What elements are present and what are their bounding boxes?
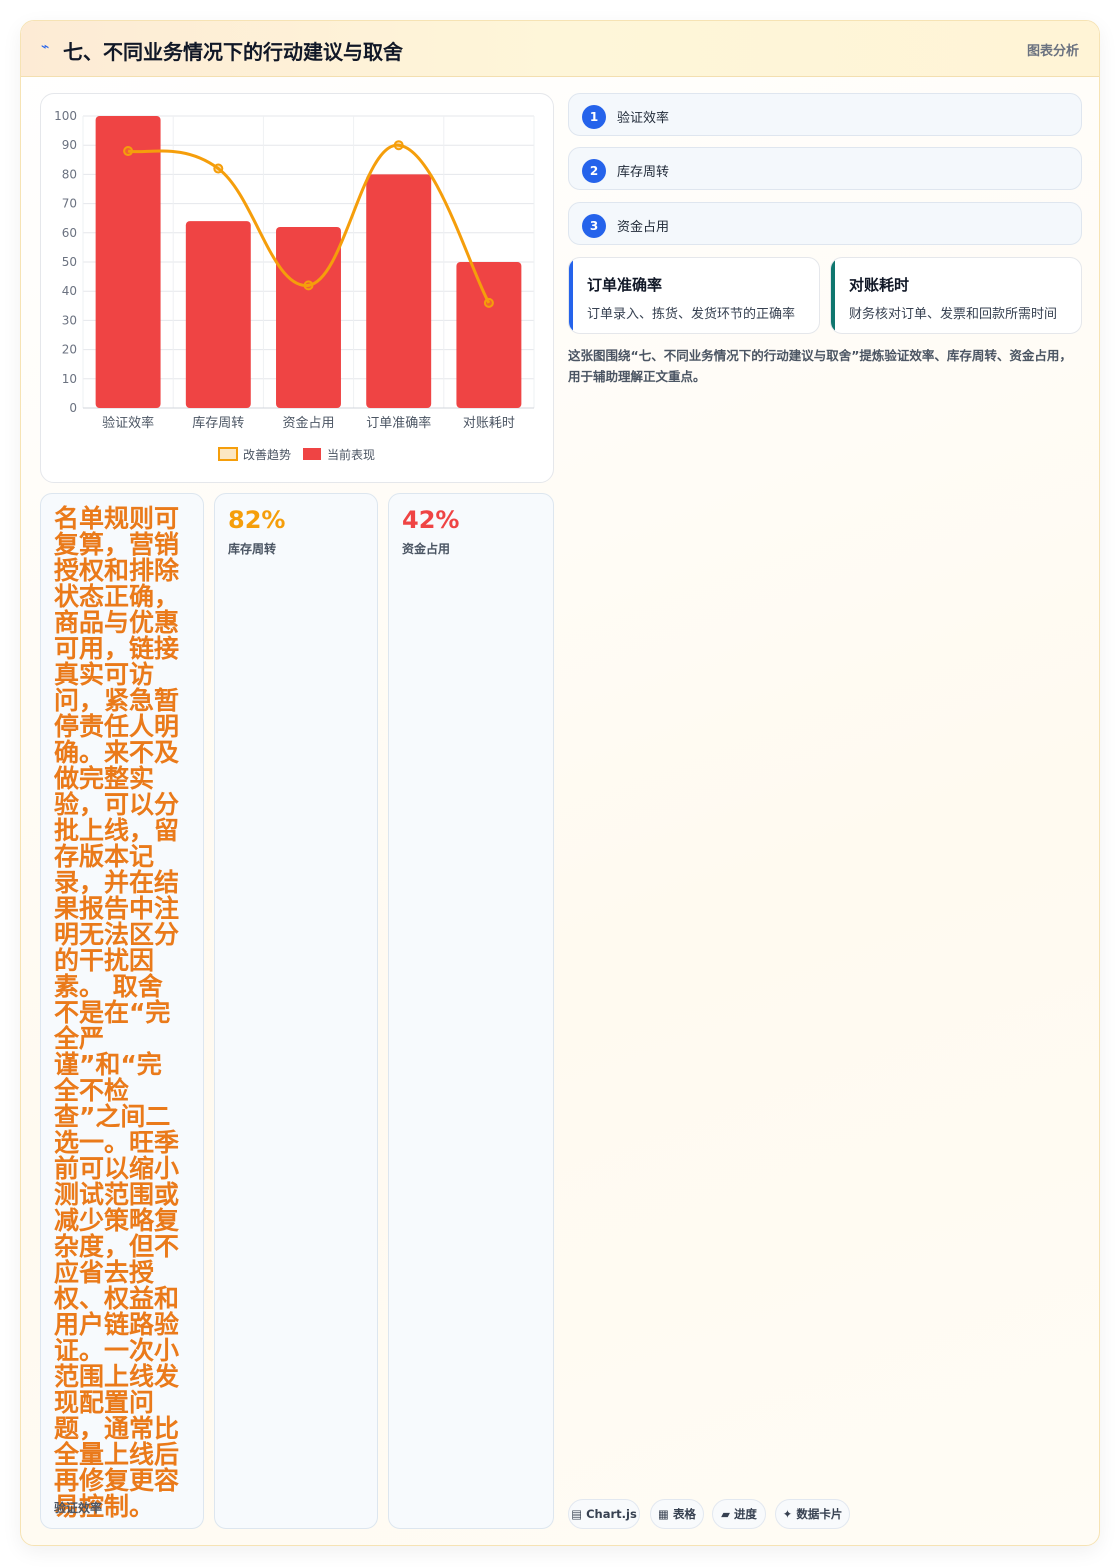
y-tick-label: 10: [62, 372, 77, 386]
legend-label: 改善趋势: [243, 447, 291, 462]
y-tick-label: 30: [62, 313, 77, 327]
chip-table[interactable]: ▦ 表格: [650, 1499, 704, 1529]
legend-swatch-line: [218, 447, 238, 461]
table-icon: ▦: [658, 1507, 669, 1521]
accent-bar: [831, 258, 835, 333]
stat-card-verification: 名单规则可复算，营销授权和排除状态正确，商品与优惠可用，链接真实可访问，紧急暂停…: [40, 493, 204, 1529]
stat-label: 资金占用: [402, 542, 451, 556]
bar-line-chart: 0 10 20 30 40 50 60 70 80 90 100 验证效率 库存周转 资金占用 订单准确率 对…: [54, 109, 535, 462]
bar-1: [95, 116, 161, 408]
y-tick-label: 40: [62, 284, 77, 298]
section-header: ⌁ 七、不同业务情况下的行动建议与取舍 图表分析: [21, 21, 1099, 77]
stat-label: 验证效率: [54, 1501, 103, 1515]
accent-bar: [569, 258, 573, 333]
y-tick-label: 90: [62, 138, 77, 152]
bar-5: [456, 262, 522, 408]
stat-card-inventory: 82% 库存周转: [214, 493, 378, 1529]
step-label: 验证效率: [617, 111, 670, 126]
step-number: 3: [582, 214, 606, 238]
chart-legend: 改善趋势 当前表现: [218, 447, 375, 462]
chip-label: 表格: [672, 1507, 696, 1521]
x-tick-label: 资金占用: [282, 415, 334, 431]
sparkle-icon: ✦: [782, 1507, 793, 1521]
trend-point-3: [303, 280, 314, 291]
lightning-icon: ⌁: [41, 39, 50, 55]
chart-icon: ▤: [571, 1507, 583, 1521]
legend-swatch-bar: [303, 448, 321, 460]
chip-label: 数据卡片: [796, 1507, 843, 1521]
x-tick-label: 库存周转: [192, 415, 244, 431]
chart-caption: 这张图围绕“七、不同业务情况下的行动建议与取舍”提炼验证效率、库存周转、资金占用…: [568, 348, 1072, 384]
feature-desc: 订单录入、拣货、发货环节的正确率: [587, 307, 796, 322]
bar-2: [185, 221, 251, 408]
stat-value: 名单规则可复算，营销授权和排除状态正确，商品与优惠可用，链接真实可访问，紧急暂停…: [54, 504, 180, 1521]
chip-label: Chart.js: [586, 1507, 637, 1521]
x-tick-label: 验证效率: [102, 415, 154, 431]
report-card: ⌁ 七、不同业务情况下的行动建议与取舍 图表分析 0 10 20 30 40 50 60 70…: [20, 20, 1100, 1546]
feature-desc: 财务核对订单、发票和回款所需时间: [849, 307, 1058, 322]
trend-line: [127, 143, 491, 304]
x-tick-label: 对账耗时: [463, 416, 515, 431]
trend-point-5: [483, 297, 494, 308]
legend-label: 当前表现: [327, 447, 375, 462]
y-tick-label: 60: [62, 226, 77, 240]
y-tick-label: 50: [62, 255, 77, 269]
bar-3: [276, 226, 341, 408]
feature-card-reconcile-time: 对账耗时 财务核对订单、发票和回款所需时间: [830, 257, 1082, 334]
step-label: 库存周转: [617, 165, 670, 180]
step-item-2: 2 库存周转: [568, 147, 1082, 190]
y-tick-label: 100: [54, 109, 77, 123]
trend-point-4: [393, 140, 404, 151]
stat-value: 82%: [228, 506, 286, 534]
y-tick-label: 0: [69, 401, 77, 415]
progress-icon: ▰: [721, 1507, 730, 1521]
y-tick-label: 80: [62, 167, 77, 181]
step-label: 资金占用: [617, 220, 670, 235]
y-tick-label: 20: [62, 343, 77, 357]
trend-point-1: [123, 146, 134, 157]
section-tag: 图表分析: [1026, 44, 1079, 59]
chip-label: 进度: [733, 1507, 757, 1521]
chip-progress[interactable]: ▰ 进度: [712, 1499, 766, 1529]
step-number: 2: [582, 159, 606, 183]
step-item-3: 3 资金占用: [568, 202, 1082, 245]
stat-label: 库存周转: [228, 542, 277, 556]
feature-title: 订单准确率: [587, 276, 663, 294]
step-number: 1: [582, 105, 606, 129]
chart-panel: 0 10 20 30 40 50 60 70 80 90 100 验证效率 库存周转 资金占用 订单准确率 对…: [40, 93, 554, 483]
stat-value: 42%: [402, 506, 460, 534]
chip-data-card[interactable]: ✦ 数据卡片: [775, 1499, 850, 1529]
chip-chartjs[interactable]: ▤ Chart.js: [568, 1499, 640, 1529]
stat-card-capital: 42% 资金占用: [388, 493, 554, 1529]
y-tick-label: 70: [62, 197, 77, 211]
bar-4: [366, 174, 432, 408]
step-item-1: 1 验证效率: [568, 93, 1082, 136]
feature-title: 对账耗时: [849, 276, 910, 294]
feature-card-order-accuracy: 订单准确率 订单录入、拣货、发货环节的正确率: [568, 257, 820, 334]
section-title: 七、不同业务情况下的行动建议与取舍: [63, 40, 403, 64]
trend-point-2: [213, 163, 224, 174]
x-tick-label: 订单准确率: [366, 415, 431, 431]
